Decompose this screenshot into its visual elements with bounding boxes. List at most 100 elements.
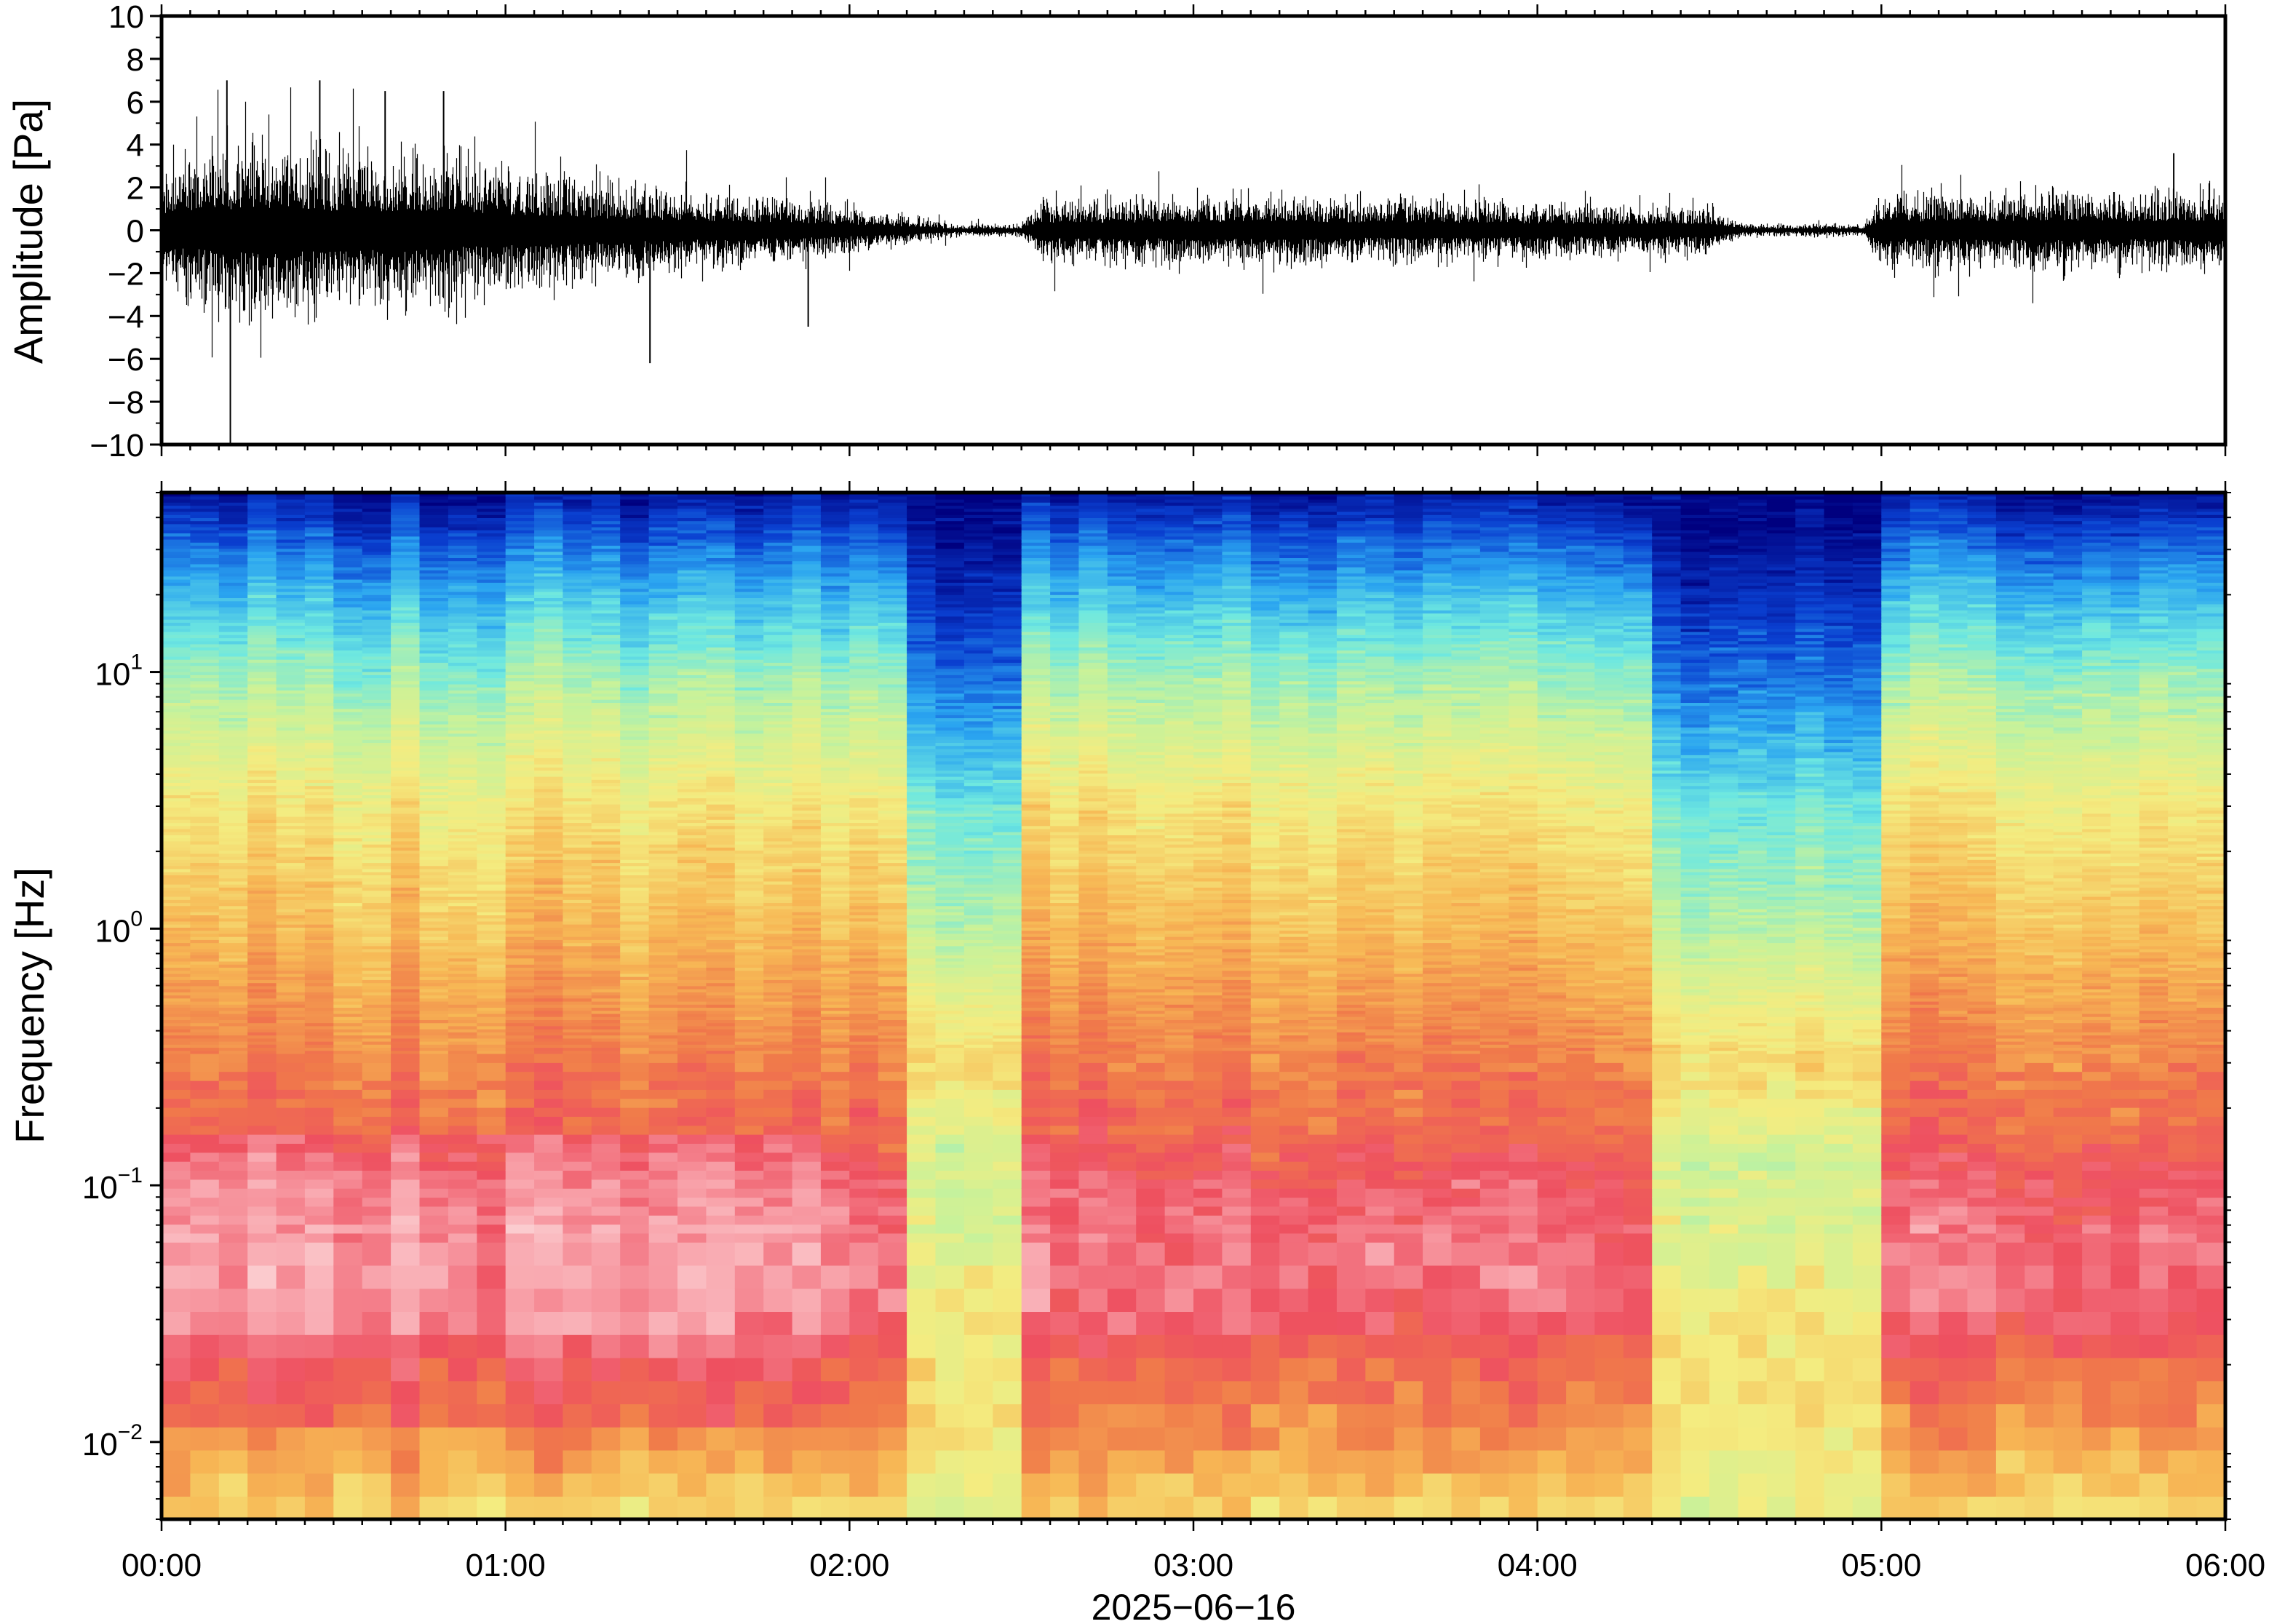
spectrogram-cell: [648, 915, 678, 919]
spectrogram-cell: [534, 727, 564, 731]
spectrogram-cell: [162, 960, 191, 965]
spectrogram-cell: [304, 1311, 335, 1335]
spectrogram-cell: [391, 930, 421, 934]
spectrogram-cell: [162, 1134, 191, 1144]
spectrogram-cell: [190, 912, 220, 915]
spectrogram-cell: [218, 696, 248, 700]
spectrogram-cell: [247, 508, 277, 512]
spectrogram-cell: [190, 554, 220, 558]
spectrogram-cell: [391, 1004, 421, 1008]
spectrogram-cell: [276, 1473, 306, 1497]
spectrogram-cell: [218, 1000, 248, 1005]
spectrogram-cell: [620, 1288, 650, 1312]
spectrogram-cell: [448, 1044, 478, 1048]
spectrogram-cell: [333, 582, 363, 586]
spectrogram-cell: [304, 887, 335, 891]
spectrogram-cell: [190, 893, 220, 897]
spectrogram-cell: [706, 998, 736, 1002]
spectrogram-cell: [563, 800, 592, 805]
spectrogram-cell: [677, 1380, 707, 1404]
spectrogram-cell: [333, 573, 363, 577]
spectrogram-cell: [477, 1188, 506, 1198]
spectrogram-cell: [477, 942, 506, 947]
spectrogram-cell: [391, 736, 421, 740]
spectrogram-cell: [304, 647, 335, 650]
spectrogram-cell: [276, 610, 306, 614]
spectrogram-cell: [362, 566, 392, 570]
spectrogram-cell: [734, 1170, 764, 1180]
spectrogram-cell: [677, 896, 707, 900]
spectrogram-cell: [247, 723, 277, 728]
spectrogram-cell: [190, 1062, 220, 1072]
spectrogram-cell: [477, 1071, 506, 1081]
spectrogram-cell: [190, 647, 220, 650]
spectrogram-cell: [218, 705, 248, 709]
spectrogram-cell: [591, 868, 621, 872]
spectrogram-cell: [190, 570, 220, 574]
spectrogram-cell: [734, 1098, 764, 1108]
spectrogram-cell: [362, 930, 392, 934]
spectrogram-cell: [677, 924, 707, 928]
spectrogram-cell: [304, 498, 335, 503]
spectrogram-cell: [333, 538, 363, 543]
spectrogram-cell: [362, 952, 392, 956]
spectrogram-cell: [391, 948, 421, 952]
spectrogram-cell: [477, 607, 506, 610]
spectrogram-cell: [620, 1357, 650, 1382]
spectrogram-cell: [391, 1404, 421, 1428]
spectrogram-cell: [448, 915, 478, 919]
spectrogram-cell: [734, 1134, 764, 1144]
spectrogram-cell: [333, 1089, 363, 1099]
spectrogram-cell: [247, 557, 277, 562]
spectrogram-cell: [333, 1357, 363, 1382]
spectrogram-cell: [276, 748, 306, 752]
spectrogram-cell: [620, 690, 650, 694]
spectrogram-cell: [362, 887, 392, 891]
spectrogram-cell: [505, 1098, 535, 1108]
spectrogram-cell: [190, 1170, 220, 1180]
spectrogram-cell: [276, 1050, 306, 1054]
spectrogram-cell: [706, 671, 736, 675]
spectrogram-cell: [162, 915, 191, 919]
spectrogram-cell: [505, 1025, 535, 1030]
spectrogram-cell: [362, 828, 392, 832]
spectrogram-cell: [477, 952, 506, 956]
spectrogram-cell: [333, 631, 363, 635]
spectrogram-cell: [362, 1025, 392, 1030]
spectrogram-cell: [333, 998, 363, 1002]
spectrogram-cell: [563, 542, 592, 546]
spectrogram-cell: [734, 1197, 764, 1207]
spectrogram-cell: [620, 840, 650, 845]
spectrogram-cell: [276, 538, 306, 543]
spectrogram-cell: [218, 930, 248, 934]
spectrogram-cell: [362, 585, 392, 589]
spectrogram-cell: [333, 915, 363, 919]
spectrogram-cell: [391, 868, 421, 872]
spectrogram-cell: [333, 622, 363, 626]
spectrogram-cell: [448, 800, 478, 805]
spectrogram-cell: [162, 1311, 191, 1335]
spectrogram-cell: [534, 736, 564, 740]
spectrogram-cell: [591, 877, 621, 882]
spectrogram-cell: [190, 1047, 220, 1051]
waveform-frame: [159, 14, 2228, 447]
spectrogram-cell: [477, 625, 506, 629]
spectrogram-cell: [218, 958, 248, 962]
spectrogram-cell: [563, 1125, 592, 1135]
spectrogram-cell: [534, 1242, 564, 1266]
spectrogram-cell: [505, 800, 535, 805]
spectrogram-cell: [333, 514, 363, 518]
spectrogram-cell: [333, 1427, 363, 1451]
spectrogram-cell: [648, 502, 678, 506]
spectrogram-cell: [162, 835, 191, 839]
spectrogram-cell: [190, 779, 220, 783]
spectrogram-cell: [333, 1233, 363, 1243]
spectrogram-cell: [419, 736, 449, 740]
spectrogram-cell: [448, 690, 478, 694]
spectrogram-cell: [477, 792, 506, 795]
spectrogram-cell: [591, 1449, 621, 1474]
spectrogram-cell: [247, 687, 277, 690]
spectrogram-cell: [648, 1125, 678, 1135]
spectrogram-cell: [362, 683, 392, 688]
spectrogram-cell: [448, 998, 478, 1002]
